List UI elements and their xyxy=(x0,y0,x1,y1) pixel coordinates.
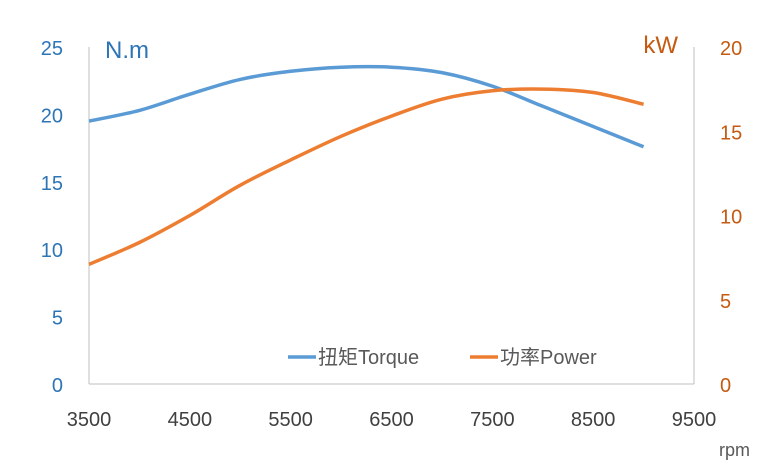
right-y-tick-label: 5 xyxy=(720,291,731,313)
x-tick-label: 9500 xyxy=(672,409,717,431)
right-y-tick-label: 0 xyxy=(720,375,731,397)
x-tick-label: 7500 xyxy=(470,409,515,431)
right-y-tick-label: 15 xyxy=(720,122,742,144)
axes xyxy=(88,47,695,385)
left-y-tick-label: 25 xyxy=(41,38,63,60)
left-y-tick-label: 5 xyxy=(52,308,63,330)
left-y-tick-label: 0 xyxy=(52,375,63,397)
series-layer xyxy=(88,64,645,267)
x-tick-label: 4500 xyxy=(168,409,213,431)
left-y-tick-label: 20 xyxy=(41,105,63,127)
legend-torque-label: 扭矩Torque xyxy=(318,346,419,369)
left-y-tick-labels: 0 5 10 15 20 25 xyxy=(41,38,63,397)
x-tick-labels: 3500 4500 5500 6500 7500 8500 9500 xyxy=(67,409,717,431)
x-tick-label: 6500 xyxy=(369,409,414,431)
x-tick-label: 3500 xyxy=(67,409,112,431)
x-tick-label: 8500 xyxy=(571,409,616,431)
left-y-tick-label: 15 xyxy=(41,173,63,195)
right-axis-title: kW xyxy=(643,32,678,59)
right-y-tick-label: 10 xyxy=(720,207,742,229)
x-axis-title: rpm xyxy=(719,440,750,460)
legend: 扭矩Torque 功率Power xyxy=(288,346,597,369)
power-series-line xyxy=(88,87,645,267)
right-y-tick-labels: 0 5 10 15 20 xyxy=(720,38,742,397)
legend-power-label: 功率Power xyxy=(500,346,597,369)
torque-series-line xyxy=(88,64,645,149)
left-y-tick-label: 10 xyxy=(41,240,63,262)
left-axis-title: N.m xyxy=(105,37,149,64)
right-y-tick-label: 20 xyxy=(720,38,742,60)
x-tick-label: 5500 xyxy=(268,409,313,431)
